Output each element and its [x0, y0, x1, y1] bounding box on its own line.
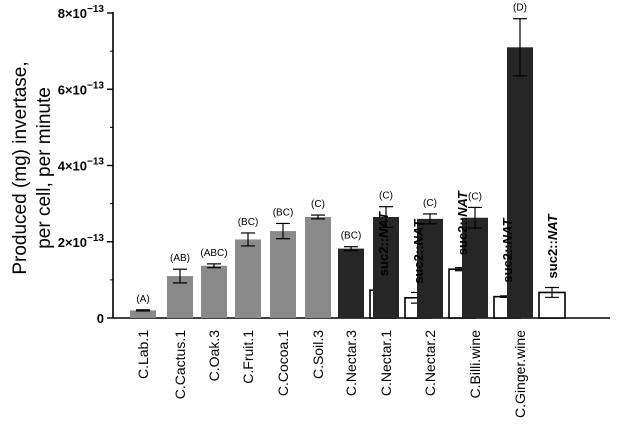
group-label: (BC)	[273, 207, 294, 218]
mutant-label: suc2::NAT	[411, 219, 426, 284]
group-label: (C)	[379, 191, 393, 202]
bar-c-fruit-1	[235, 239, 261, 318]
x-tick-label: C.Fruit.1	[240, 330, 256, 384]
bar-c-lab-1	[130, 310, 156, 318]
bar-c-oak-3	[201, 265, 227, 318]
bar-c-ginger-wine	[507, 47, 533, 318]
mutant-label: suc2::NAT	[545, 213, 560, 278]
y-tick-label: 2×10−13	[58, 233, 105, 250]
group-label: (BC)	[341, 231, 362, 242]
group-label: (BC)	[238, 217, 259, 228]
group-label: (A)	[136, 294, 149, 305]
x-tick-label: C.Oak.3	[206, 330, 222, 382]
x-tick-label: C.Soil.3	[310, 330, 326, 379]
bars	[130, 18, 566, 319]
group-label: (C)	[311, 199, 325, 210]
group-label: (AB)	[170, 253, 190, 264]
x-tick-label: C.Cocoa.1	[275, 330, 291, 396]
y-tick-label: 0	[97, 311, 104, 326]
x-tick-label: C.Ginger.wine	[512, 330, 528, 418]
x-tick-label: C.Nectar.3	[343, 330, 359, 396]
y-axis-label-line-2: per cell, per minute	[34, 87, 55, 249]
bar-c-cocoa-1	[270, 231, 296, 318]
mutant-label: suc2::NAT	[376, 211, 391, 276]
x-tick-label: C.Nectar.2	[422, 330, 438, 396]
group-label: (D)	[513, 3, 527, 14]
group-label: (C)	[468, 191, 482, 202]
x-tick-label: C.Lab.1	[135, 330, 151, 379]
y-axis-label-line-1: Produced (mg) invertase,	[10, 61, 31, 274]
labels: (A) C.Lab.1 (AB) C.Cactus.1 (ABC) C.Oak.3 (BC)…	[135, 3, 560, 418]
y-tick-label: 4×10−13	[58, 157, 105, 174]
mutant-label: suc2::NAT	[500, 218, 515, 283]
y-tick-label: 8×10−13	[58, 4, 105, 21]
x-tick-label: C.Cactus.1	[172, 330, 188, 399]
x-tick-label: C.Billi.wine	[467, 330, 483, 399]
group-label: (ABC)	[200, 248, 227, 259]
bar-c-nectar-2	[417, 218, 443, 318]
bar-c-nectar-3	[338, 248, 364, 318]
x-tick-label: C.Nectar.1	[378, 330, 394, 396]
y-axis-label: Produced (mg) invertase, per cell, per m…	[10, 61, 55, 274]
y-tick-label: 6×10−13	[58, 80, 105, 97]
bar-c-nectar-1	[373, 216, 399, 318]
bar-c-soil-3	[305, 216, 331, 318]
group-label: (C)	[423, 198, 437, 209]
axes: 0 2×10−13 4×10−13 6×10−13 8×10−13	[58, 4, 610, 326]
bar-c-billi-wine	[462, 217, 488, 318]
mutant-label: suc2::NAT	[455, 190, 470, 255]
